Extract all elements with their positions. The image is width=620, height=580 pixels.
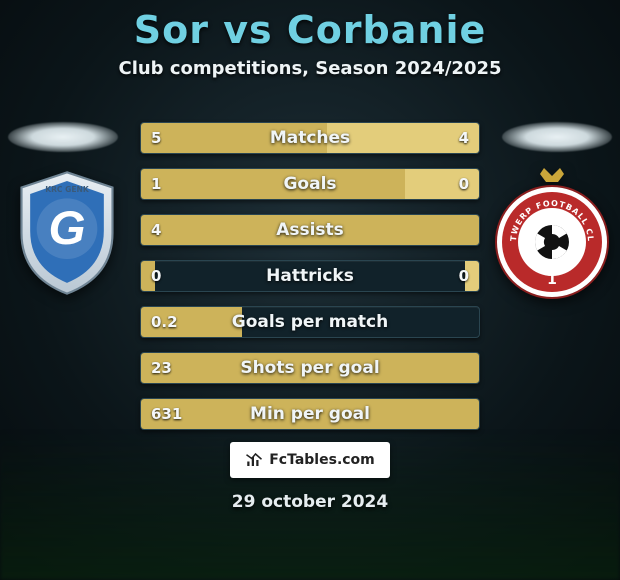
stat-row: Matches54 <box>140 122 480 154</box>
player-shadow-right <box>502 122 612 152</box>
genk-crest-icon: G KRC GENK <box>12 168 122 298</box>
player-shadow-left <box>8 122 118 152</box>
stat-label: Hattricks <box>141 261 479 291</box>
source-label: FcTables.com <box>269 452 375 468</box>
stat-fill-left <box>141 307 242 337</box>
stat-fill-right <box>465 261 479 291</box>
chart-icon <box>245 451 263 469</box>
page-subtitle: Club competitions, Season 2024/2025 <box>0 58 620 79</box>
stat-fill-left <box>141 261 155 291</box>
stat-fill-left <box>141 123 327 153</box>
stat-row: Shots per goal23 <box>140 352 480 384</box>
stat-row: Hattricks00 <box>140 260 480 292</box>
team-crest-right: ANTWERP FOOTBALL CLUB 1 <box>492 168 612 308</box>
source-badge: FcTables.com <box>230 442 390 478</box>
stat-row: Assists4 <box>140 214 480 246</box>
stat-fill-left <box>141 353 479 383</box>
footer-date: 29 october 2024 <box>0 492 620 512</box>
stats-bars: Matches54 Goals10 Assists4 Hattricks00 Goals… <box>140 122 480 444</box>
genk-crest-topline: KRC GENK <box>45 185 90 194</box>
stat-fill-right <box>405 169 479 199</box>
stat-fill-left <box>141 169 405 199</box>
antwerp-crest-number: 1 <box>547 272 557 288</box>
stat-row: Goals10 <box>140 168 480 200</box>
stat-fill-left <box>141 399 479 429</box>
stat-fill-left <box>141 215 479 245</box>
genk-crest-letter: G <box>48 202 85 255</box>
team-crest-left: G KRC GENK <box>12 168 122 298</box>
stat-row: Min per goal631 <box>140 398 480 430</box>
antwerp-crest-icon: ANTWERP FOOTBALL CLUB 1 <box>492 168 612 308</box>
page-title: Sor vs Corbanie <box>0 8 620 52</box>
stat-row: Goals per match0.2 <box>140 306 480 338</box>
stat-fill-right <box>327 123 479 153</box>
